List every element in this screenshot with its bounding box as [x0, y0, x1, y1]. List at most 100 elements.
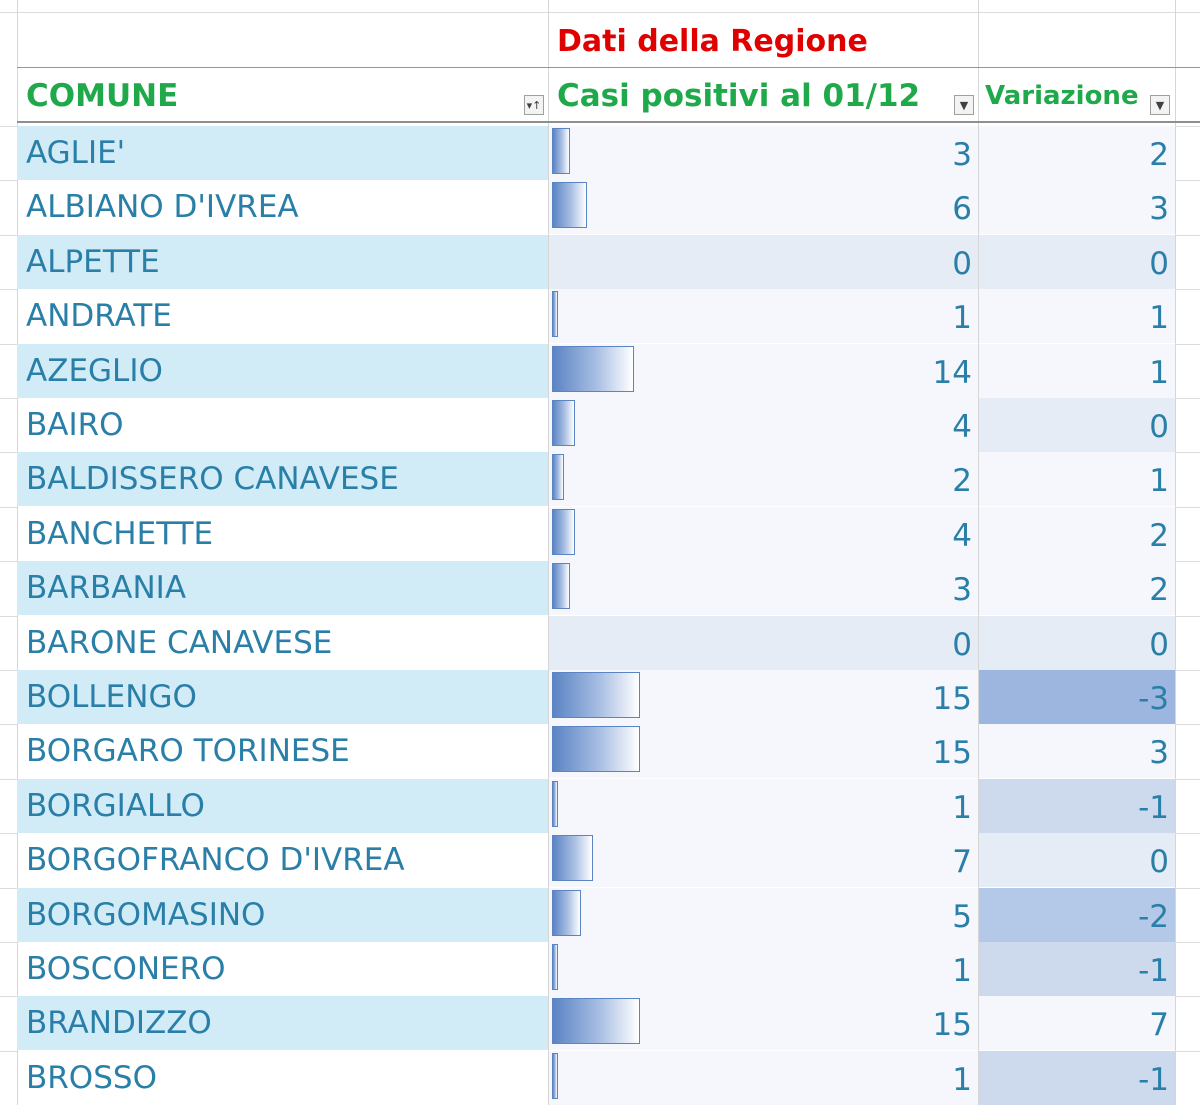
casi-cell[interactable]: 6	[549, 180, 978, 235]
variazione-cell[interactable]: 0	[979, 615, 1175, 670]
comune-cell[interactable]: BOLLENGO	[17, 670, 548, 724]
sort-filter-icon[interactable]: ▾↑	[524, 95, 544, 115]
variazione-cell[interactable]: 2	[979, 506, 1175, 561]
casi-value: 7	[952, 844, 972, 881]
casi-cell[interactable]: 4	[549, 506, 978, 561]
comune-cell[interactable]: BARBANIA	[17, 561, 548, 616]
variazione-cell[interactable]: 1	[979, 452, 1175, 507]
variazione-value: 3	[1149, 191, 1169, 228]
casi-cell[interactable]: 7	[549, 833, 978, 888]
table-row[interactable]: BORGARO TORINESE 15 3	[0, 724, 1200, 779]
variazione-cell[interactable]: 3	[979, 724, 1175, 779]
table-row[interactable]: BALDISSERO CANAVESE 2 1	[0, 452, 1200, 507]
casi-cell[interactable]: 5	[549, 887, 978, 942]
comune-cell[interactable]: BORGIALLO	[17, 778, 548, 833]
comune-cell[interactable]: BRANDIZZO	[17, 996, 548, 1051]
table-row[interactable]: BARBANIA 3 2	[0, 561, 1200, 616]
casi-cell[interactable]: 15	[549, 670, 978, 724]
casi-value: 15	[932, 681, 972, 717]
data-bar	[552, 508, 575, 555]
variazione-value: -2	[1138, 898, 1169, 935]
table-row[interactable]: AZEGLIO 14 1	[0, 343, 1200, 398]
casi-cell[interactable]: 0	[549, 615, 978, 670]
casi-value: 14	[932, 354, 972, 391]
header-casi[interactable]: Casi positivi al 01/12	[557, 78, 921, 114]
comune-cell[interactable]: AGLIE'	[17, 126, 548, 180]
table-row[interactable]: BRANDIZZO 15 7	[0, 996, 1200, 1051]
table-row[interactable]: BORGOFRANCO D'IVREA 7 0	[0, 833, 1200, 888]
variazione-cell[interactable]: -1	[979, 778, 1175, 833]
data-bar	[552, 563, 570, 610]
variazione-cell[interactable]: -2	[979, 887, 1175, 942]
casi-cell[interactable]: 0	[549, 234, 978, 289]
comune-cell[interactable]: BORGARO TORINESE	[26, 733, 350, 770]
casi-cell[interactable]: 3	[549, 126, 978, 180]
gridline	[0, 778, 17, 780]
data-bar	[552, 345, 634, 392]
comune-cell[interactable]: BORGOMASINO	[17, 887, 548, 942]
variazione-cell[interactable]: 1	[979, 289, 1175, 344]
comune-cell[interactable]: ANDRATE	[26, 298, 172, 335]
header-border	[17, 121, 1200, 123]
variazione-cell[interactable]: -1	[979, 942, 1175, 996]
variazione-cell[interactable]: 0	[979, 833, 1175, 888]
table-row[interactable]: BANCHETTE 4 2	[0, 506, 1200, 561]
variazione-cell[interactable]: -3	[979, 670, 1175, 724]
data-bar	[552, 400, 575, 446]
table-row[interactable]: ALPETTE 0 0	[0, 234, 1200, 289]
data-bar	[552, 182, 587, 229]
table-row[interactable]: AGLIE' 3 2	[0, 126, 1200, 180]
table-row[interactable]: BORGOMASINO 5 -2	[0, 887, 1200, 942]
table-row[interactable]: BOLLENGO 15 -3	[0, 670, 1200, 724]
casi-value: 1	[952, 953, 972, 989]
casi-cell[interactable]: 3	[549, 561, 978, 616]
comune-cell[interactable]: BAIRO	[26, 407, 124, 443]
table-row[interactable]: BOSCONERO 1 -1	[0, 942, 1200, 996]
variazione-cell[interactable]: 7	[979, 996, 1175, 1051]
comune-cell[interactable]: BROSSO	[26, 1059, 157, 1096]
variazione-cell[interactable]: 2	[979, 561, 1175, 616]
casi-cell[interactable]: 15	[549, 724, 978, 779]
casi-cell[interactable]: 1	[549, 778, 978, 833]
variazione-value: 0	[1149, 409, 1169, 445]
comune-cell[interactable]: BORGOFRANCO D'IVREA	[26, 842, 405, 879]
variazione-cell[interactable]: 3	[979, 180, 1175, 235]
comune-cell[interactable]: BARONE CANAVESE	[26, 624, 333, 661]
variazione-cell[interactable]: 0	[979, 234, 1175, 289]
variazione-value: 7	[1149, 1007, 1169, 1044]
table-row[interactable]: ANDRATE 1 1	[0, 289, 1200, 344]
comune-cell[interactable]: ALBIANO D'IVREA	[26, 189, 299, 226]
comune-cell[interactable]: BALDISSERO CANAVESE	[17, 452, 548, 507]
header-variazione[interactable]: Variazione	[985, 81, 1139, 111]
casi-cell[interactable]: 2	[549, 452, 978, 507]
comune-cell[interactable]: ALPETTE	[17, 234, 548, 289]
dropdown-filter-icon[interactable]: ▼	[954, 95, 974, 115]
table-row[interactable]: BROSSO 1 -1	[0, 1050, 1200, 1105]
casi-cell[interactable]: 1	[549, 942, 978, 996]
table-row[interactable]: ALBIANO D'IVREA 6 3	[0, 180, 1200, 235]
variazione-cell[interactable]: 0	[979, 398, 1175, 452]
casi-cell[interactable]: 14	[549, 343, 978, 398]
table-row[interactable]: BAIRO 4 0	[0, 398, 1200, 452]
variazione-cell[interactable]: -1	[979, 1050, 1175, 1105]
variazione-value: 2	[1149, 517, 1169, 554]
table-row[interactable]: BARONE CANAVESE 0 0	[0, 615, 1200, 670]
variazione-value: 2	[1149, 137, 1169, 173]
gridline	[1175, 724, 1200, 726]
header-comune[interactable]: COMUNE	[26, 78, 179, 114]
variazione-value: -1	[1138, 789, 1169, 826]
dropdown-filter-icon[interactable]: ▼	[1150, 95, 1170, 115]
casi-cell[interactable]: 1	[549, 289, 978, 344]
casi-cell[interactable]: 15	[549, 996, 978, 1051]
comune-cell[interactable]: BANCHETTE	[26, 515, 214, 552]
comune-cell[interactable]: AZEGLIO	[17, 343, 548, 398]
variazione-cell[interactable]: 1	[979, 343, 1175, 398]
gridline	[0, 234, 17, 236]
comune-cell[interactable]: BOSCONERO	[26, 951, 226, 987]
casi-cell[interactable]: 4	[549, 398, 978, 452]
casi-cell[interactable]: 1	[549, 1050, 978, 1105]
table-row[interactable]: BORGIALLO 1 -1	[0, 778, 1200, 833]
variazione-value: 1	[1149, 300, 1169, 337]
region-title-row: Dati della Regione	[0, 0, 1200, 67]
variazione-cell[interactable]: 2	[979, 126, 1175, 180]
